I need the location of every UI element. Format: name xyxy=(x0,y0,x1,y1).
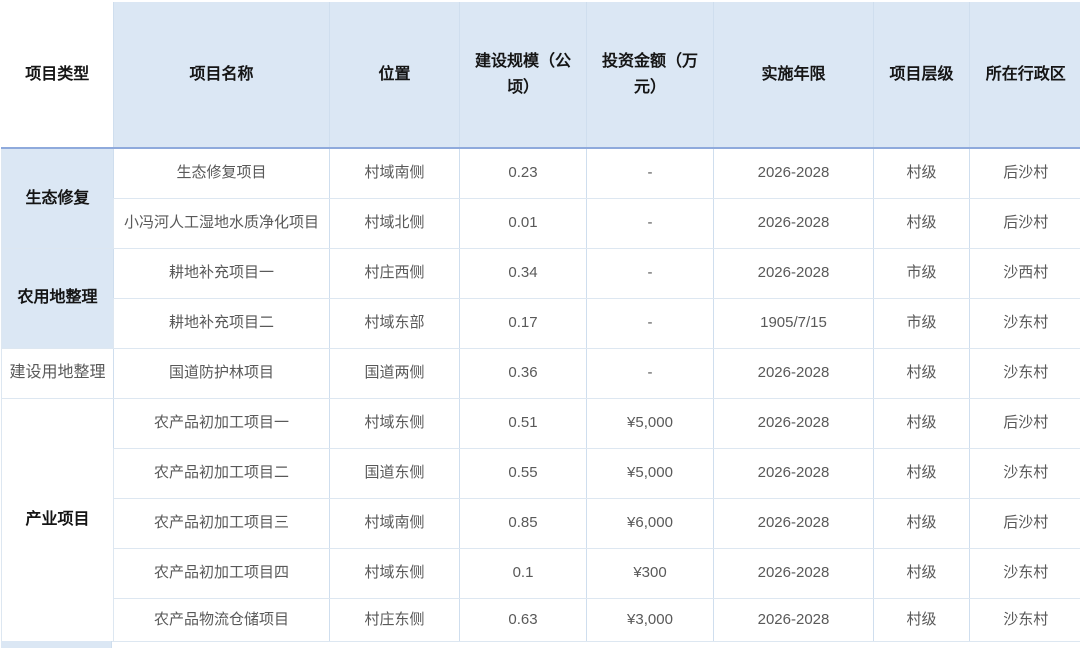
cell-location: 村域北侧 xyxy=(329,198,460,249)
cell-investment: ¥5,000 xyxy=(586,398,714,449)
cell-years: 2026-2028 xyxy=(713,248,874,299)
cell-investment: ¥3,000 xyxy=(586,598,714,642)
cell-scale: 0.85 xyxy=(459,498,587,549)
header-district: 所在行政区 xyxy=(969,2,1080,149)
cell-investment: - xyxy=(586,248,714,299)
cell-scale: 0.63 xyxy=(459,598,587,642)
project-type-cell: 生态修复 xyxy=(1,148,114,249)
cell-investment: ¥5,000 xyxy=(586,448,714,499)
table-row: 农用地整理 耕地补充项目一 村庄西侧 0.34-2026-2028 市级 沙西村 xyxy=(1,248,1080,349)
table-row: 农产品物流仓储项目 村庄东侧 0.63 ¥3,000 2026-2028 村级 沙东村 xyxy=(2,598,1080,642)
table-row: 农产品初加工项目四 村域东侧 0.1 ¥300 2026-2028 村级 沙东村 xyxy=(2,548,1080,599)
project-type-cell: 农用地整理 xyxy=(1,248,114,349)
cell-scale: 0.34 xyxy=(459,248,587,299)
cell-district: 沙东村 xyxy=(969,548,1080,599)
cell-district: 沙东村 xyxy=(969,448,1080,499)
cell-name: 农产品初加工项目四 xyxy=(113,548,330,599)
table-row: 小冯河人工湿地水质净化项目 村域北侧 0.01-2026-2028 村级 后沙村 xyxy=(2,198,1080,249)
cell-investment: - xyxy=(586,348,714,399)
cell-scale: 0.55 xyxy=(459,448,587,499)
cell-district: 后沙村 xyxy=(969,198,1080,249)
cell-district: 后沙村 xyxy=(969,398,1080,449)
cell-name: 农产品初加工项目一 xyxy=(113,398,330,449)
cell-years: 2026-2028 xyxy=(713,398,874,449)
cell-years: 2026-2028 xyxy=(713,598,874,642)
header-level: 项目层级 xyxy=(873,2,970,149)
header-years: 实施年限 xyxy=(713,2,874,149)
cell-location: 村域南侧 xyxy=(329,498,460,549)
cell-name: 耕地补充项目二 xyxy=(113,298,330,349)
cell-level: 村级 xyxy=(873,198,970,249)
cell-investment: - xyxy=(586,198,714,249)
cell-district: 沙西村 xyxy=(969,248,1080,299)
table-header: 项目类型 项目名称 位置 建设规模（公顷） 投资金额（万元） 实施年限 项目层级… xyxy=(1,2,1080,149)
table-row: 产业项目 农产品初加工项目一 村域东侧 0.51 ¥5,000 2026-2028 村级 后沙… xyxy=(1,398,1080,642)
cell-level: 市级 xyxy=(873,298,970,349)
cell-district: 后沙村 xyxy=(969,498,1080,549)
cell-years: 2026-2028 xyxy=(713,148,874,199)
cell-level: 村级 xyxy=(873,548,970,599)
cell-location: 村域南侧 xyxy=(329,148,460,199)
table-row: 农产品初加工项目三 村域南侧 0.85 ¥6,000 2026-2028 村级 后沙村 xyxy=(2,498,1080,549)
cell-name: 生态修复项目 xyxy=(113,148,330,199)
cell-district: 后沙村 xyxy=(969,148,1080,199)
cell-district: 沙东村 xyxy=(969,348,1080,399)
cell-years: 2026-2028 xyxy=(713,548,874,599)
cell-years: 2026-2028 xyxy=(713,498,874,549)
cell-level: 村级 xyxy=(873,448,970,499)
cell-scale: 0.1 xyxy=(459,548,587,599)
cell-location: 国道两侧 xyxy=(329,348,460,399)
next-group-cell-partial xyxy=(1,641,112,648)
header-project-type: 项目类型 xyxy=(1,2,114,149)
cell-name: 国道防护林项目 xyxy=(113,348,330,399)
cell-scale: 0.17 xyxy=(459,298,587,349)
cell-location: 国道东侧 xyxy=(329,448,460,499)
cell-level: 村级 xyxy=(873,148,970,199)
table-row: 生态修复 生态修复项目 村域南侧 0.23-2026-2028 村级 后沙村 xyxy=(1,148,1080,249)
cell-investment: - xyxy=(586,298,714,349)
cell-years: 2026-2028 xyxy=(713,448,874,499)
table-row: 建设用地整理 国道防护林项目 国道两侧 0.36-2026-2028 村级 沙东村 xyxy=(1,348,1080,399)
header-project-name: 项目名称 xyxy=(113,2,330,149)
cell-level: 市级 xyxy=(873,248,970,299)
header-location: 位置 xyxy=(329,2,460,149)
table-row: 耕地补充项目二 村域东部 0.17-1905/7/15 市级 沙东村 xyxy=(2,298,1080,349)
cell-scale: 0.01 xyxy=(459,198,587,249)
cell-name: 农产品初加工项目二 xyxy=(113,448,330,499)
cell-district: 沙东村 xyxy=(969,298,1080,349)
cell-location: 村域东部 xyxy=(329,298,460,349)
cell-investment: ¥300 xyxy=(586,548,714,599)
cell-location: 村域东侧 xyxy=(329,548,460,599)
header-scale: 建设规模（公顷） xyxy=(459,2,587,149)
cell-name: 小冯河人工湿地水质净化项目 xyxy=(113,198,330,249)
cell-level: 村级 xyxy=(873,398,970,449)
header-investment: 投资金额（万元） xyxy=(586,2,714,149)
cell-location: 村庄西侧 xyxy=(329,248,460,299)
cell-level: 村级 xyxy=(873,498,970,549)
cell-name: 农产品物流仓储项目 xyxy=(113,598,330,642)
cell-name: 耕地补充项目一 xyxy=(113,248,330,299)
table-body: 生态修复 生态修复项目 村域南侧 0.23-2026-2028 村级 后沙村 小冯河人工湿地… xyxy=(1,148,1080,642)
cell-name: 农产品初加工项目三 xyxy=(113,498,330,549)
cell-scale: 0.23 xyxy=(459,148,587,199)
cell-level: 村级 xyxy=(873,598,970,642)
cell-location: 村庄东侧 xyxy=(329,598,460,642)
project-type-cell: 产业项目 xyxy=(1,398,114,642)
cell-scale: 0.51 xyxy=(459,398,587,449)
cell-location: 村域东侧 xyxy=(329,398,460,449)
cell-investment: ¥6,000 xyxy=(586,498,714,549)
cell-district: 沙东村 xyxy=(969,598,1080,642)
header-row: 项目类型 项目名称 位置 建设规模（公顷） 投资金额（万元） 实施年限 项目层级… xyxy=(1,2,1080,149)
cell-years: 2026-2028 xyxy=(713,348,874,399)
cell-investment: - xyxy=(586,148,714,199)
cell-years: 2026-2028 xyxy=(713,198,874,249)
project-type-cell: 建设用地整理 xyxy=(1,348,114,399)
cell-level: 村级 xyxy=(873,348,970,399)
table-row: 农产品初加工项目二 国道东侧 0.55 ¥5,000 2026-2028 村级 沙东村 xyxy=(2,448,1080,499)
cell-years: 1905/7/15 xyxy=(713,298,874,349)
cell-scale: 0.36 xyxy=(459,348,587,399)
